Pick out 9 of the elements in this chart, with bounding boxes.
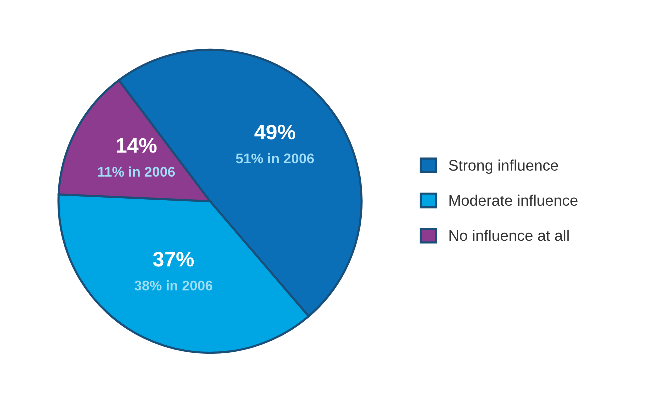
data-label: 37% (153, 252, 194, 267)
legend-label: No influence at all (450, 230, 569, 242)
text: 51% in 2006 (236, 153, 314, 164)
data-label: 14% (117, 138, 157, 154)
data-label: 49% (254, 124, 296, 140)
text: 11% in 2006 (98, 166, 176, 177)
legend-label: Moderate influence (450, 194, 578, 206)
legend-label: Strong influence (449, 160, 558, 174)
text: 38% in 2006 (134, 280, 213, 291)
